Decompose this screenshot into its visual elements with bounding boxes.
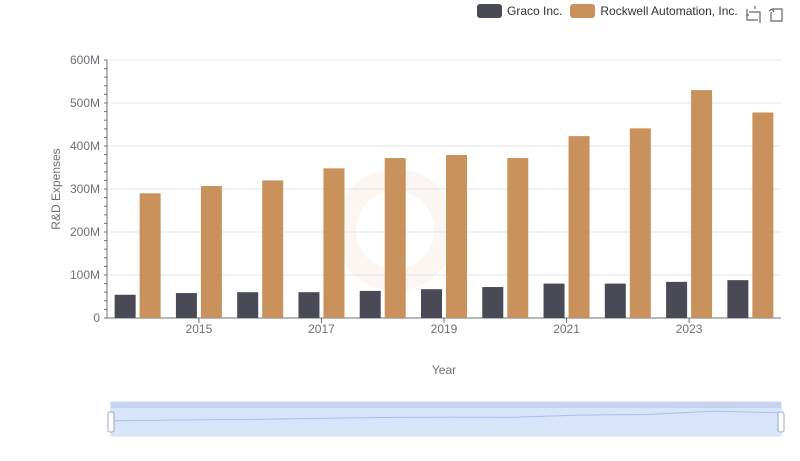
bar-rockwell-2018[interactable]	[384, 158, 406, 318]
data-zoom-selected-range[interactable]	[111, 408, 781, 436]
bar-rockwell-2020[interactable]	[507, 158, 529, 318]
bar-graco-2014[interactable]	[114, 294, 136, 318]
bar-rockwell-2015[interactable]	[200, 185, 222, 318]
bar-rockwell-2022[interactable]	[629, 128, 651, 318]
bar-graco-2015[interactable]	[175, 293, 197, 318]
y-axis: 0 100M 200M 300M 400M 500M 600M	[70, 53, 108, 325]
data-zoom-handle-left[interactable]	[107, 411, 115, 433]
bar-rockwell-2016[interactable]	[262, 180, 284, 318]
bar-rockwell-2023[interactable]	[691, 90, 713, 318]
y-tick-label: 500M	[70, 96, 100, 110]
data-zoom-top-bar[interactable]	[111, 402, 781, 408]
y-tick-label: 600M	[70, 53, 100, 67]
bar-graco-2022[interactable]	[604, 283, 626, 318]
data-zoom-slider[interactable]	[107, 401, 785, 437]
bar-graco-2016[interactable]	[237, 292, 259, 318]
bars	[114, 90, 774, 319]
bar-rockwell-2019[interactable]	[446, 155, 467, 318]
bar-rockwell-2021[interactable]	[568, 136, 590, 318]
y-tick-label: 200M	[70, 225, 100, 239]
bar-graco-2023[interactable]	[666, 281, 688, 318]
y-axis-label: R&D Expenses	[49, 148, 63, 229]
legend: Graco Inc. Rockwell Automation, Inc.	[477, 4, 746, 18]
bar-graco-2017[interactable]	[298, 292, 320, 318]
x-tick-label: 2023	[676, 322, 703, 336]
x-tick-label: 2019	[431, 322, 458, 336]
bar-graco-2024[interactable]	[727, 280, 749, 318]
y-tick-label: 0	[93, 311, 100, 325]
legend-item-rockwell[interactable]: Rockwell Automation, Inc.	[570, 4, 738, 18]
bar-graco-2021[interactable]	[543, 283, 565, 318]
y-tick-label: 300M	[70, 182, 100, 196]
bar-graco-2020[interactable]	[482, 287, 504, 318]
x-tick-label: 2015	[186, 322, 213, 336]
y-tick-label: 400M	[70, 139, 100, 153]
data-zoom-preview-line	[110, 410, 782, 422]
y-tick-label: 100M	[70, 268, 100, 282]
x-tick-label: 2017	[308, 322, 335, 336]
bar-rockwell-2017[interactable]	[323, 168, 345, 318]
bar-rockwell-2014[interactable]	[139, 193, 161, 318]
bar-graco-2018[interactable]	[359, 290, 381, 318]
legend-item-graco[interactable]: Graco Inc.	[477, 4, 562, 18]
zoom-icon[interactable]	[746, 6, 764, 24]
legend-label-rockwell: Rockwell Automation, Inc.	[600, 4, 738, 18]
legend-label-graco: Graco Inc.	[507, 4, 563, 18]
data-zoom-handle-right[interactable]	[777, 411, 785, 433]
x-tick-label: 2021	[553, 322, 580, 336]
x-axis-label: Year	[432, 363, 456, 377]
legend-swatch-rockwell	[570, 4, 596, 18]
restore-icon[interactable]	[768, 6, 786, 24]
legend-swatch-graco	[477, 4, 502, 18]
bar-rockwell-2024[interactable]	[752, 112, 774, 319]
toolbox	[746, 6, 790, 24]
bar-graco-2019[interactable]	[421, 289, 442, 318]
x-axis: 2015 2017 2019 2021 2023	[107, 317, 781, 336]
